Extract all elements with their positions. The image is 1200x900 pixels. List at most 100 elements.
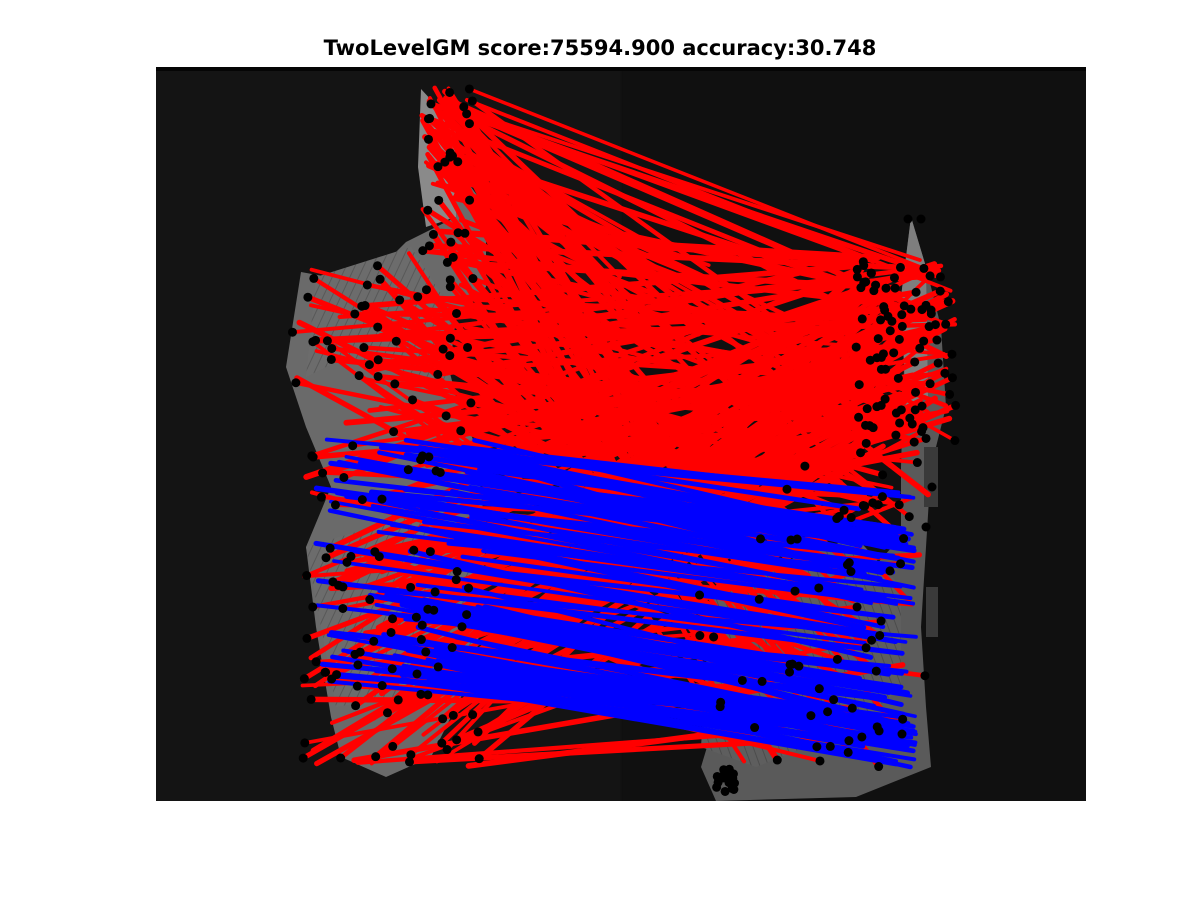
keypoint xyxy=(309,273,319,283)
keypoint xyxy=(904,512,914,522)
incorrect-match-line xyxy=(444,118,603,251)
keypoint xyxy=(852,602,862,612)
keypoint xyxy=(421,647,431,657)
keypoint xyxy=(375,274,385,284)
keypoint xyxy=(438,344,448,354)
keypoint xyxy=(421,285,431,295)
keypoint xyxy=(852,272,862,282)
incorrect-match-line xyxy=(460,128,931,498)
keypoint xyxy=(897,321,907,331)
incorrect-match-line xyxy=(442,88,702,337)
correct-match-line xyxy=(390,523,868,596)
keypoint xyxy=(403,465,413,475)
figure-title: TwoLevelGM score:75594.900 accuracy:30.7… xyxy=(323,36,877,60)
keypoint xyxy=(903,214,913,224)
keypoint xyxy=(927,482,937,492)
keypoint xyxy=(339,472,349,482)
keypoint xyxy=(464,583,474,593)
keypoint xyxy=(308,602,318,612)
keypoint xyxy=(452,308,462,318)
keypoint xyxy=(719,765,729,775)
keypoint xyxy=(881,364,891,374)
keypoint xyxy=(327,674,337,684)
keypoint xyxy=(448,710,458,720)
keypoint xyxy=(847,703,857,713)
keypoint xyxy=(466,398,476,408)
keypoint xyxy=(866,268,876,278)
keypoint xyxy=(357,301,367,311)
correct-match-line xyxy=(403,437,862,512)
keypoint xyxy=(792,534,802,544)
keypoint xyxy=(917,401,927,411)
keypoint xyxy=(897,310,907,320)
keypoint xyxy=(377,494,387,504)
keypoint xyxy=(879,302,889,312)
keypoint xyxy=(951,400,961,410)
keypoint xyxy=(445,148,455,158)
keypoint xyxy=(388,741,398,751)
keypoint xyxy=(920,671,930,681)
keypoint xyxy=(800,461,810,471)
keypoint xyxy=(364,360,374,370)
keypoint xyxy=(353,660,363,670)
keypoint xyxy=(695,590,705,600)
keypoint xyxy=(308,337,318,347)
keypoint xyxy=(424,452,434,462)
keypoint xyxy=(387,664,397,674)
keypoint xyxy=(441,411,451,421)
correct-match-line xyxy=(429,681,904,741)
correct-match-line xyxy=(449,489,916,590)
keypoint xyxy=(945,389,955,399)
keypoint xyxy=(720,786,730,796)
keypoint xyxy=(342,557,352,567)
incorrect-match-line xyxy=(355,729,771,765)
keypoint xyxy=(912,458,922,468)
keypoint xyxy=(873,500,883,510)
keypoint xyxy=(445,333,455,343)
keypoint xyxy=(891,408,901,418)
keypoint xyxy=(338,603,348,613)
keypoint xyxy=(446,237,456,247)
keypoint xyxy=(452,566,462,576)
keypoint xyxy=(925,271,935,281)
keypoint xyxy=(843,747,853,757)
incorrect-match-line xyxy=(450,168,658,251)
keypoint xyxy=(474,754,484,764)
keypoint xyxy=(917,305,927,315)
keypoint xyxy=(369,636,379,646)
keypoint xyxy=(453,157,463,167)
keypoint xyxy=(299,674,309,684)
keypoint xyxy=(437,738,447,748)
keypoint xyxy=(424,241,434,251)
keypoint xyxy=(861,438,871,448)
keypoint xyxy=(302,571,312,581)
keypoint xyxy=(464,84,474,94)
keypoint xyxy=(362,280,372,290)
correct-match-line xyxy=(467,485,901,562)
keypoint xyxy=(393,695,403,705)
keypoint xyxy=(834,511,844,521)
keypoint xyxy=(426,99,436,109)
keypoint xyxy=(858,257,868,267)
keypoint xyxy=(919,263,929,273)
keypoint xyxy=(737,675,747,685)
keypoint xyxy=(302,633,312,643)
keypoint xyxy=(894,334,904,344)
keypoint xyxy=(306,694,316,704)
keypoint xyxy=(854,412,864,422)
keypoint xyxy=(467,96,477,106)
keypoint xyxy=(370,547,380,557)
keypoint xyxy=(417,620,427,630)
keypoint xyxy=(354,371,364,381)
keypoint xyxy=(348,441,358,451)
keypoint xyxy=(857,314,867,324)
keypoint xyxy=(355,647,365,657)
keypoint xyxy=(438,714,448,724)
keypoint xyxy=(823,707,833,717)
keypoint xyxy=(357,495,367,505)
keypoint xyxy=(395,295,405,305)
keypoint xyxy=(878,470,888,480)
keypoint xyxy=(390,379,400,389)
keypoint xyxy=(806,711,816,721)
keypoint xyxy=(373,322,383,332)
